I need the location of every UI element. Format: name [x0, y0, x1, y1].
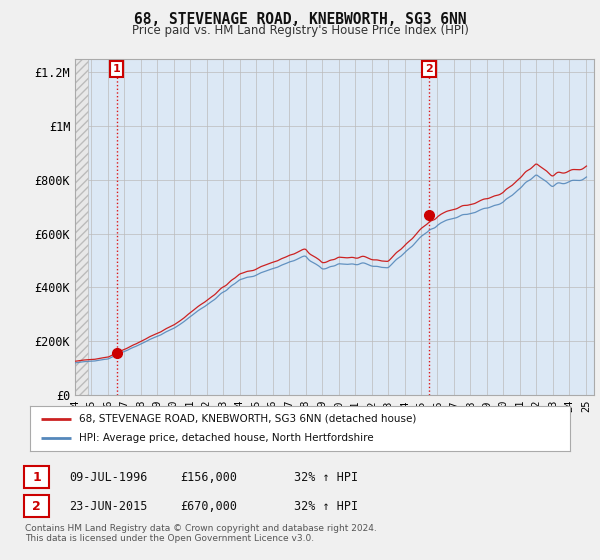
Text: Price paid vs. HM Land Registry's House Price Index (HPI): Price paid vs. HM Land Registry's House …	[131, 24, 469, 37]
Text: HPI: Average price, detached house, North Hertfordshire: HPI: Average price, detached house, Nort…	[79, 433, 373, 444]
Text: 68, STEVENAGE ROAD, KNEBWORTH, SG3 6NN: 68, STEVENAGE ROAD, KNEBWORTH, SG3 6NN	[134, 12, 466, 27]
Text: £156,000: £156,000	[180, 470, 237, 484]
Text: 09-JUL-1996: 09-JUL-1996	[69, 470, 148, 484]
Text: £670,000: £670,000	[180, 500, 237, 513]
Text: 23-JUN-2015: 23-JUN-2015	[69, 500, 148, 513]
Text: 2: 2	[425, 64, 433, 74]
Text: 2: 2	[32, 500, 41, 513]
Text: 1: 1	[32, 470, 41, 484]
Text: Contains HM Land Registry data © Crown copyright and database right 2024.
This d: Contains HM Land Registry data © Crown c…	[25, 524, 377, 543]
Text: 32% ↑ HPI: 32% ↑ HPI	[294, 500, 358, 513]
Text: 1: 1	[113, 64, 121, 74]
Text: 68, STEVENAGE ROAD, KNEBWORTH, SG3 6NN (detached house): 68, STEVENAGE ROAD, KNEBWORTH, SG3 6NN (…	[79, 413, 416, 423]
Text: 32% ↑ HPI: 32% ↑ HPI	[294, 470, 358, 484]
